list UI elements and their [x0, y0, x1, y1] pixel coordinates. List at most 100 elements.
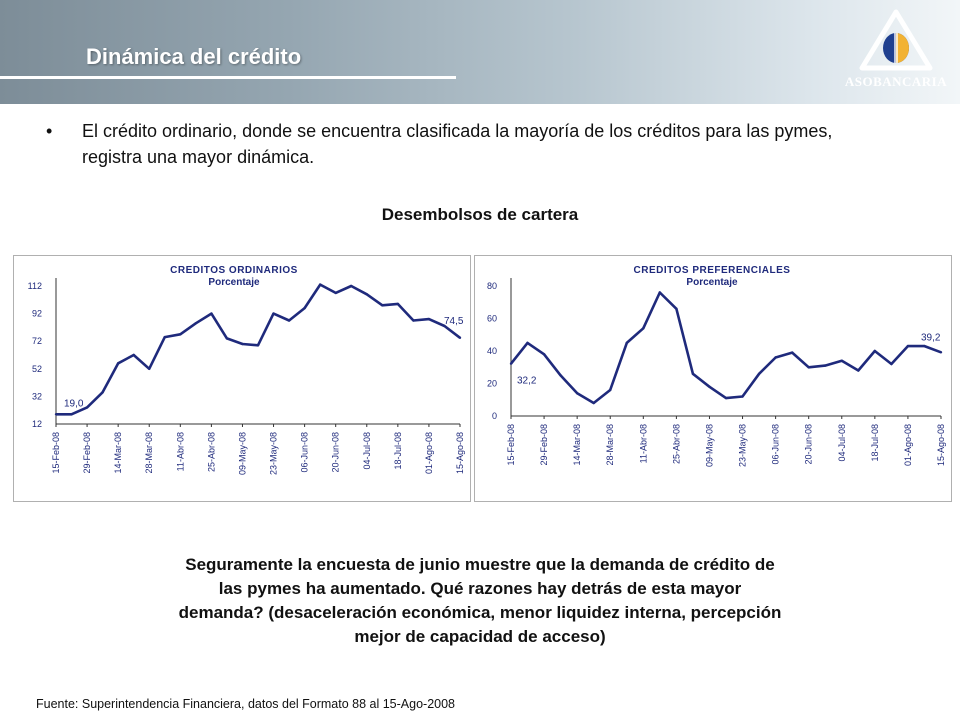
data-point — [179, 333, 182, 336]
y-tick-label: 60 — [487, 314, 497, 324]
x-tick-label: 20-Jun-08 — [804, 424, 814, 465]
data-point — [365, 293, 368, 296]
chart-subtitle: Porcentaje — [686, 277, 738, 288]
data-point — [458, 336, 462, 339]
chart-title: CREDITOS ORDINARIOS — [170, 265, 298, 276]
data-point — [225, 337, 229, 340]
data-point — [287, 319, 291, 322]
data-point — [443, 324, 446, 328]
x-tick-label: 23-May-08 — [269, 432, 279, 475]
header-banner: Dinámica del crédito ASOBANCARIA — [0, 0, 960, 104]
page-title: Dinámica del crédito — [86, 44, 302, 69]
x-tick-label: 15-Feb-08 — [506, 424, 516, 466]
x-tick-label: 29-Feb-08 — [82, 432, 92, 474]
data-point — [381, 304, 384, 307]
x-tick-label: 04-Jul-08 — [837, 424, 847, 462]
x-tick-label: 20-Jun-08 — [331, 432, 341, 473]
data-point — [427, 317, 431, 321]
x-tick-label: 04-Jul-08 — [362, 432, 372, 470]
bullet-text: El crédito ordinario, donde se encuentra… — [82, 118, 932, 170]
data-point — [241, 342, 244, 346]
data-point — [906, 344, 910, 348]
source-note: Fuente: Superintendencia Financiera, dat… — [36, 697, 456, 711]
x-tick-label: 09-May-08 — [704, 424, 714, 467]
chart-creditos-preferenciales: CREDITOS PREFERENCIALES Porcentaje 0 20 40 60… — [474, 255, 952, 502]
x-tick-label: 28-Mar-08 — [605, 424, 615, 466]
series-line — [509, 291, 942, 405]
data-point — [857, 369, 860, 372]
data-point — [509, 362, 513, 365]
data-point — [70, 413, 73, 416]
x-tick-label: 28-Mar-08 — [144, 432, 154, 474]
data-point — [873, 349, 876, 353]
data-label: 19,0 — [64, 398, 84, 409]
data-point — [724, 396, 728, 400]
data-point — [148, 367, 151, 370]
conclusion-text: Seguramente la encuesta de junio muestre… — [90, 553, 870, 649]
x-tick-label: 29-Feb-08 — [539, 424, 549, 466]
x-tick-label: 23-May-08 — [738, 424, 748, 467]
data-point — [542, 353, 546, 356]
bullet-text-line: El crédito ordinario, donde se encuentra… — [82, 121, 833, 141]
data-point — [609, 388, 612, 392]
data-point — [319, 283, 322, 286]
data-point — [303, 306, 306, 310]
data-point — [576, 392, 579, 395]
x-tick-label: 25-Abr-08 — [206, 432, 216, 472]
section-title: Desembolsos de cartera — [381, 205, 579, 224]
conclusion-line: Seguramente la encuesta de junio muestre… — [185, 555, 775, 574]
y-tick-label: 52 — [32, 364, 42, 374]
bullet-symbol: • — [46, 121, 53, 141]
x-tick-label: 01-Ago-08 — [424, 432, 434, 474]
x-tick-label: 11-Abr-08 — [175, 432, 185, 471]
data-point — [526, 341, 529, 345]
x-tick-label: 06-Jun-08 — [300, 432, 310, 473]
chart-subtitle: Porcentaje — [208, 277, 260, 288]
data-point — [708, 385, 711, 388]
data-point — [412, 319, 415, 322]
chart-title: CREDITOS PREFERENCIALES — [634, 265, 791, 276]
y-tick-label: 80 — [487, 281, 497, 291]
x-tick-label: 09-May-08 — [237, 432, 247, 475]
data-point — [890, 362, 893, 366]
data-point — [592, 401, 595, 405]
data-point — [741, 395, 744, 398]
y-tick-label: 12 — [32, 419, 42, 429]
y-tick-label: 112 — [28, 281, 42, 291]
data-label: 32,2 — [517, 376, 537, 387]
data-point — [272, 312, 275, 315]
data-point — [625, 341, 628, 345]
x-tick-label: 18-Jul-08 — [393, 432, 403, 470]
data-point — [840, 359, 843, 362]
data-point — [559, 374, 562, 377]
data-point — [807, 366, 810, 369]
title-underline — [0, 76, 456, 79]
data-point — [396, 302, 399, 306]
x-tick-label: 14-Mar-08 — [572, 424, 582, 466]
logo-text: ASOBANCARIA — [844, 74, 948, 89]
x-tick-label: 18-Jul-08 — [870, 424, 880, 462]
data-point — [350, 284, 353, 288]
data-point — [939, 351, 943, 354]
data-point — [658, 291, 661, 294]
data-point — [163, 335, 166, 339]
data-point — [117, 362, 120, 365]
data-point — [85, 406, 89, 409]
data-point — [210, 312, 213, 315]
data-point — [642, 327, 645, 330]
data-point — [256, 344, 260, 347]
x-tick-label: 11-Abr-08 — [638, 424, 648, 463]
data-label: 74,5 — [444, 316, 464, 327]
logo-diamond-icon — [859, 9, 933, 71]
data-point — [334, 291, 337, 295]
data-point — [194, 322, 197, 325]
data-point — [132, 353, 135, 357]
x-tick-label: 15-Ago-08 — [455, 432, 465, 474]
data-point — [824, 364, 827, 367]
x-tick-label: 15-Ago-08 — [936, 424, 946, 466]
data-point — [691, 372, 695, 375]
data-point — [54, 413, 58, 416]
series-line — [56, 283, 461, 416]
